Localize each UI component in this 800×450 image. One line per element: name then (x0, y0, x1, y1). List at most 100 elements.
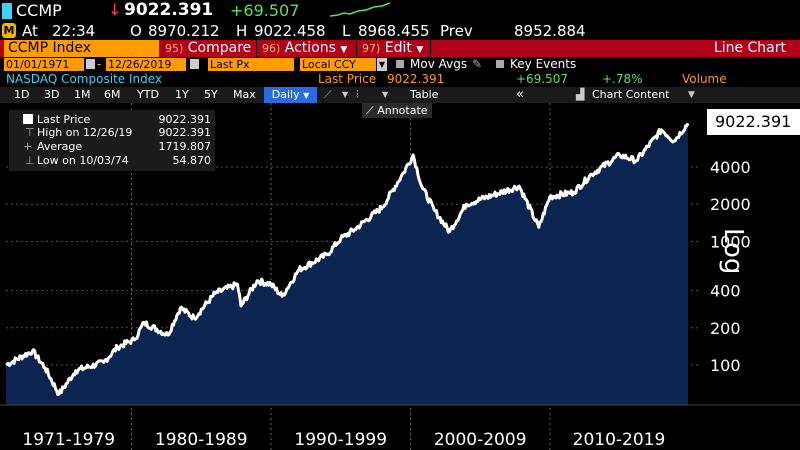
period-max[interactable]: Max (233, 88, 256, 101)
currency-selector[interactable]: Local CCY (300, 58, 376, 71)
end-date-field[interactable]: 12/26/2019 (106, 58, 186, 71)
bar-chart-icon[interactable]: ⫶ (356, 88, 359, 101)
y-tick-label: 100 (710, 356, 741, 375)
ticker-marker (2, 3, 12, 19)
high-label: H (236, 22, 248, 40)
quote-time: 22:34 (52, 22, 96, 40)
function-toolbar: CCMP Index 95) Compare 96) Actions ▼ 97)… (0, 40, 800, 57)
legend-average-label: Average (37, 140, 83, 153)
quote-header: CCMP ↓ 9022.391 +69.507 (0, 0, 800, 22)
compare-label: Compare (187, 40, 252, 56)
chart-settings: 01/01/1971 - 12/26/2019 Last Px Local CC… (0, 57, 800, 72)
edit-label: Edit (384, 40, 412, 56)
chevron-down-icon[interactable]: ▼ (688, 90, 695, 100)
open-value: 8970.212 (148, 22, 220, 40)
volume-label: Volume (682, 72, 727, 86)
legend-last-value: 9022.391 (158, 113, 212, 126)
x-tick-label: 2000-2009 (434, 430, 527, 450)
down-arrow-icon: ↓ (108, 0, 122, 19)
security-name: NASDAQ Composite Index (6, 72, 162, 86)
divider (430, 40, 431, 57)
mov-avgs-label[interactable]: Mov Avgs (410, 57, 468, 71)
legend-swatch-icon (23, 114, 33, 124)
quote-details: M At 22:34 O 8970.212 H 9022.458 L 8968.… (0, 22, 800, 40)
pencil-icon[interactable]: ✎ (472, 57, 483, 71)
period-3d[interactable]: 3D (44, 88, 60, 101)
compare-number: 95) (165, 42, 184, 55)
chart-icon: ▟ (576, 88, 585, 101)
price-area (6, 123, 688, 406)
frequency-selector[interactable]: Daily ▼ (264, 87, 317, 103)
legend-last-label: Last Price (37, 113, 91, 126)
actions-number: 96) (262, 42, 281, 55)
divider (256, 40, 257, 57)
compare-button[interactable]: 95) Compare (165, 40, 251, 57)
legend-average: + Average 1719.807 (9, 140, 215, 153)
annotate-label: Annotate (377, 104, 428, 117)
y-axis-ticks: 100 200 400 1000 2000 4000 (710, 158, 751, 375)
last-price: 9022.391 (124, 0, 214, 20)
y-tick-label: 200 (710, 319, 741, 338)
calendar-icon[interactable] (190, 59, 199, 69)
legend-low-value: 54.870 (172, 154, 212, 167)
ticker-symbol[interactable]: CCMP (16, 1, 62, 20)
period-1m[interactable]: 1M (74, 88, 91, 101)
last-price-tag: 9022.391 (707, 109, 800, 135)
period-1d[interactable]: 1D (14, 88, 30, 101)
divider (356, 40, 357, 57)
x-tick-label: 2010-2019 (573, 430, 666, 450)
prev-value: 8952.884 (514, 22, 586, 40)
x-tick-label: 1980-1989 (155, 430, 248, 450)
chevron-down-icon[interactable]: ▼ (342, 90, 349, 99)
legend-high-value: 9022.391 (158, 126, 212, 139)
actions-label: Actions (284, 40, 336, 56)
start-date-field[interactable]: 01/01/1971 (4, 58, 84, 71)
open-label: O (130, 22, 142, 40)
period-1y[interactable]: 1Y (175, 88, 189, 101)
line-chart-icon[interactable]: ⟋ (324, 88, 332, 101)
legend-low-label: Low on 10/03/74 (37, 154, 129, 167)
chart-content-button[interactable]: Chart Content (592, 88, 670, 101)
legend-high-label: High on 12/26/19 (37, 126, 133, 139)
low-marker-icon: ⊥ (25, 154, 35, 167)
legend-low: ⊥ Low on 10/03/74 54.870 (9, 154, 215, 167)
actions-menu[interactable]: 96) Actions ▼ (262, 40, 347, 57)
chevron-down-icon[interactable]: ▼ (377, 58, 387, 71)
low-label: L (342, 22, 351, 40)
log-scale-label[interactable]: Log (718, 228, 748, 275)
key-events-checkbox[interactable] (496, 60, 504, 68)
legend-high: ⊤ High on 12/26/19 9022.391 (9, 126, 215, 139)
chevron-down-icon[interactable]: ▼ (382, 90, 389, 99)
chevron-down-icon: ▼ (303, 91, 310, 100)
chart-title: Line Chart (713, 40, 786, 56)
mov-avgs-checkbox[interactable] (396, 60, 404, 68)
period-5y[interactable]: 5Y (204, 88, 218, 101)
edit-menu[interactable]: 97) Edit ▼ (362, 40, 423, 57)
field-selector[interactable]: Last Px (208, 58, 294, 71)
info-pct-change: +.78% (602, 72, 643, 86)
chevron-down-icon: ▼ (340, 45, 348, 55)
calendar-icon[interactable] (86, 59, 95, 69)
table-button[interactable]: Table (410, 88, 439, 101)
y-tick-label: 4000 (710, 158, 751, 177)
x-tick-label: 1990-1999 (294, 430, 387, 450)
legend-average-value: 1719.807 (158, 140, 212, 153)
security-field[interactable]: CCMP Index (4, 40, 159, 57)
x-axis-ticks: 1971-1979 1980-1989 1990-1999 2000-2009 2010… (22, 430, 665, 450)
high-value: 9022.458 (254, 22, 326, 40)
chevron-down-icon: ▼ (416, 45, 424, 55)
period-ytd[interactable]: YTD (137, 88, 159, 101)
last-price-label: Last Price (318, 72, 377, 86)
period-6m[interactable]: 6M (104, 88, 121, 101)
key-events-label[interactable]: Key Events (510, 57, 577, 71)
security-info: NASDAQ Composite Index Last Price 9022.3… (0, 72, 800, 87)
y-tick-label: 400 (710, 282, 741, 301)
average-marker-icon: + (23, 140, 33, 153)
annotate-button[interactable]: ⟋ Annotate (362, 103, 432, 118)
period-toolbar: 1D 3D 1M 6M YTD 1Y 5Y Max Daily ▼ ⟋ ▼ ⫶ … (0, 87, 800, 103)
edit-number: 97) (362, 42, 381, 55)
y-tick-label: 1000 (710, 232, 751, 251)
y-tick-label: 2000 (710, 195, 751, 214)
collapse-icon[interactable]: « (516, 87, 524, 102)
sparkline-icon (330, 2, 390, 17)
